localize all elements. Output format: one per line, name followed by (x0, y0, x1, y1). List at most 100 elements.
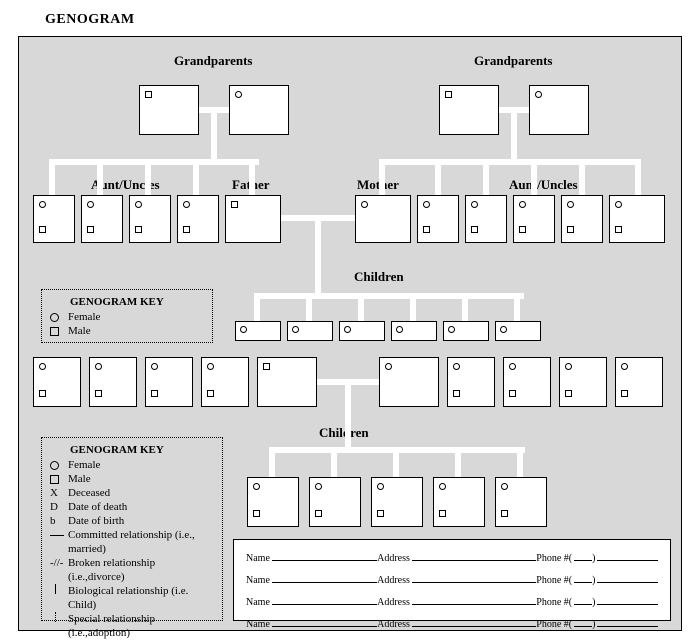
label-children-1: Children (354, 269, 404, 285)
node-s2 (89, 357, 137, 407)
key1-symbol (50, 324, 68, 338)
key2-symbol (50, 458, 68, 472)
connector (455, 447, 461, 477)
female-icon (509, 363, 516, 370)
key2-symbol: b (50, 514, 68, 528)
key2-symbol: D (50, 500, 68, 514)
connector (517, 447, 523, 477)
form-cell-phone: Phone #() (536, 616, 658, 630)
label-grandparents-right: Grandparents (474, 53, 553, 69)
node-m3 (513, 195, 555, 243)
female-icon (135, 201, 142, 208)
form-blank-name (272, 550, 377, 561)
connector (97, 159, 103, 195)
male-icon (471, 226, 478, 233)
form-cell-address: Address (377, 616, 536, 630)
form-blank-address (412, 594, 536, 605)
node-s1 (33, 357, 81, 407)
form-cell-name: Name (246, 616, 377, 630)
node-s8 (503, 357, 551, 407)
male-icon (145, 91, 152, 98)
form-label-name: Name (246, 575, 270, 586)
male-icon (231, 201, 238, 208)
form-blank-phone (597, 594, 658, 605)
male-icon (565, 390, 572, 397)
male-icon (263, 363, 270, 370)
male-icon (509, 390, 516, 397)
female-icon (344, 326, 351, 333)
node-s9 (559, 357, 607, 407)
connector (254, 293, 524, 299)
key2-symbol (50, 528, 68, 542)
connector (331, 447, 337, 477)
node-m5 (609, 195, 665, 243)
female-icon (385, 363, 392, 370)
male-icon (501, 510, 508, 517)
female-icon (253, 483, 260, 490)
key2-label: Female (68, 458, 214, 472)
form-blank-address (412, 572, 536, 583)
female-icon (471, 201, 478, 208)
connector (531, 159, 537, 195)
form-blank-phone (597, 550, 658, 561)
form-cell-address: Address (377, 572, 536, 586)
male-icon (87, 226, 94, 233)
label-mother: Mother (357, 177, 399, 193)
connector (345, 379, 351, 447)
connector (249, 159, 255, 195)
female-icon (207, 363, 214, 370)
connector (254, 293, 260, 321)
key2-symbol (50, 584, 68, 598)
page-title: GENOGRAM (45, 12, 135, 28)
female-icon (39, 363, 46, 370)
key1-label: Male (68, 324, 204, 338)
form-label-address: Address (377, 553, 410, 564)
female-icon (39, 201, 46, 208)
form-row: NameAddressPhone #() (246, 550, 658, 564)
form-cell-phone: Phone #() (536, 572, 658, 586)
key2-label: Male (68, 472, 214, 486)
form-row: Name Address Phone #() (246, 616, 658, 630)
node-g4 (433, 477, 485, 527)
connector (49, 159, 55, 195)
node-c4 (391, 321, 437, 341)
node-mother (355, 195, 411, 243)
key2-row: Committed relationship (i.e., married) (50, 528, 214, 556)
form-label-phone: Phone #( (536, 619, 572, 630)
form-label-address: Address (377, 619, 410, 630)
genogram-key-2: GENOGRAM KEY FemaleMaleXDeceasedDDate of… (41, 437, 223, 621)
female-icon (535, 91, 542, 98)
form-label-name: Name (246, 619, 270, 630)
contact-form-panel: NameAddressPhone #()NameAddressPhone #()… (233, 539, 671, 621)
male-icon (423, 226, 430, 233)
node-p1 (33, 195, 75, 243)
connector (379, 159, 385, 195)
key2-row: -//-Broken relationship (i.e.,divorce) (50, 556, 214, 584)
node-gpB1 (439, 85, 499, 135)
node-g5 (495, 477, 547, 527)
female-icon (396, 326, 403, 333)
key2-symbol (50, 472, 68, 486)
node-p4 (177, 195, 219, 243)
male-icon (95, 390, 102, 397)
connector (410, 293, 416, 321)
male-icon (615, 226, 622, 233)
key2-row: Male (50, 472, 214, 486)
female-icon (615, 201, 622, 208)
key1-row: Male (50, 324, 204, 338)
key2-label: Committed relationship (i.e., married) (68, 528, 214, 556)
female-icon (448, 326, 455, 333)
genogram-canvas: Grandparents Grandparents Aunt/Uncles Fa… (18, 36, 682, 631)
key2-label: Date of death (68, 500, 214, 514)
node-gpB2 (529, 85, 589, 135)
female-icon (151, 363, 158, 370)
node-m1 (417, 195, 459, 243)
key2-symbol (50, 612, 68, 626)
node-father (225, 195, 281, 243)
connector (211, 107, 217, 165)
key2-row: Special relationship (i.e.,adoption) (50, 612, 214, 640)
female-icon (565, 363, 572, 370)
form-label-phone: Phone #( (536, 553, 572, 564)
key2-row: Female (50, 458, 214, 472)
form-label-phone: Phone #( (536, 575, 572, 586)
